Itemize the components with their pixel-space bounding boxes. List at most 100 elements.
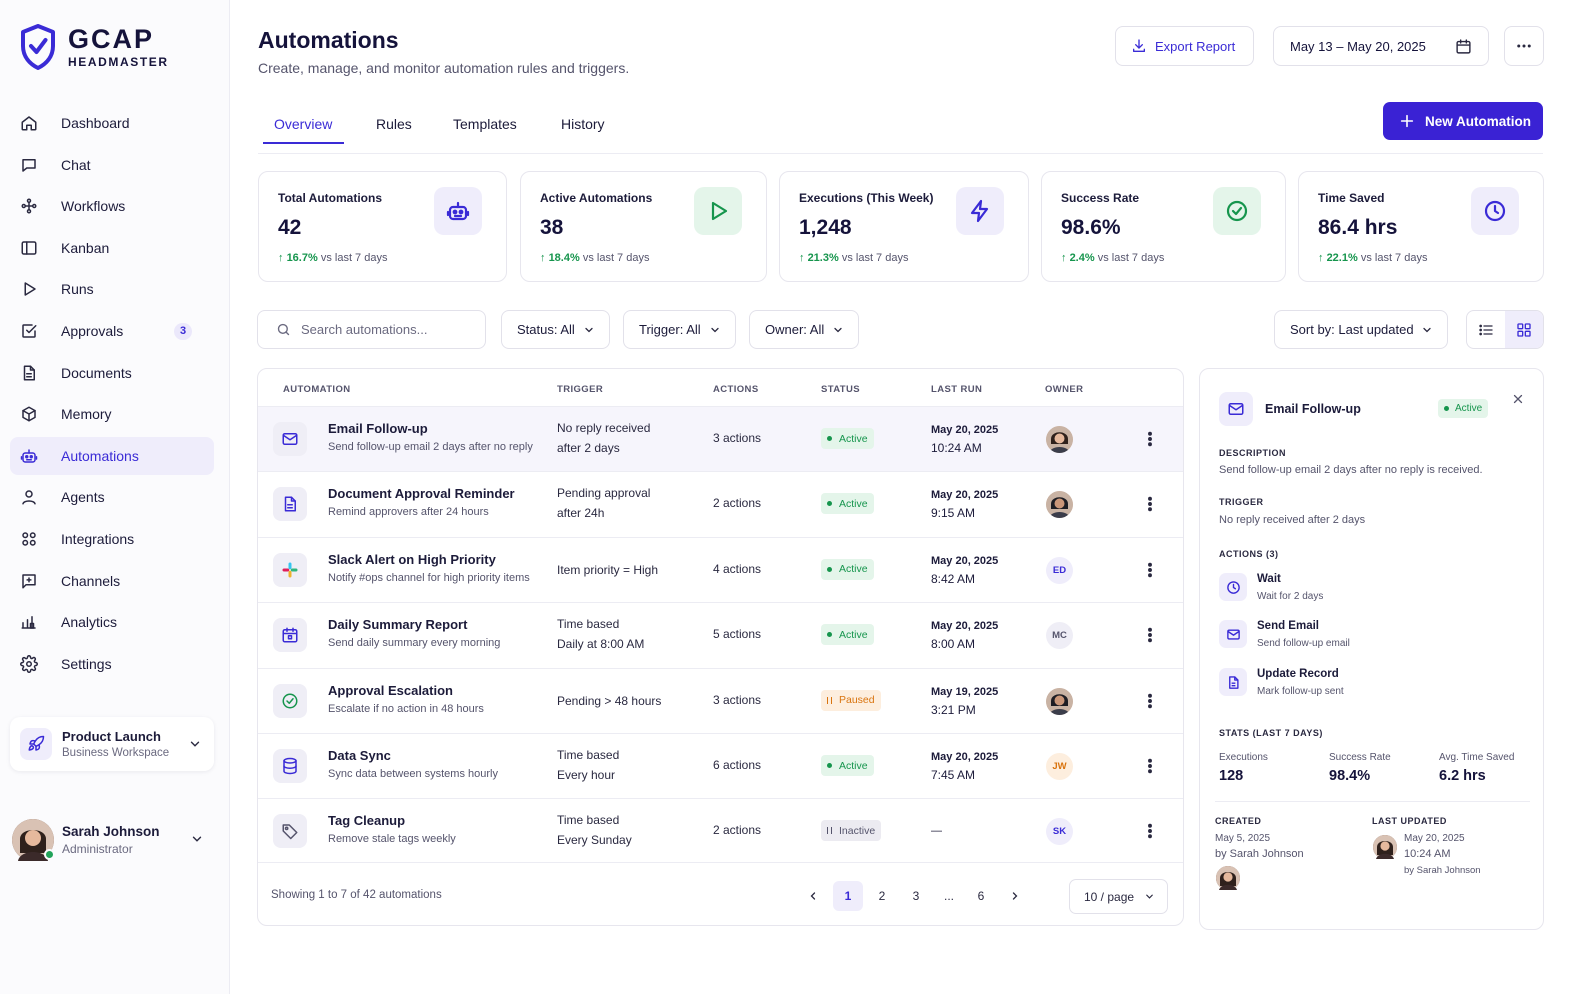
- page-6-button[interactable]: 6: [977, 889, 985, 903]
- table-row[interactable]: Slack Alert on High Priority Notify #ops …: [258, 536, 1183, 602]
- column-header-automation[interactable]: Automation: [283, 384, 351, 395]
- more-options-button[interactable]: [1504, 26, 1544, 66]
- more-vertical-icon[interactable]: [1141, 430, 1159, 448]
- list-view-button[interactable]: [1467, 311, 1505, 348]
- automation-name[interactable]: Data Sync: [328, 748, 391, 763]
- sidebar-item-agents[interactable]: Agents: [10, 478, 214, 516]
- last-run: May 20, 2025 8:00 AM: [931, 617, 998, 653]
- stat-delta-value: 16.7%: [286, 252, 318, 264]
- detail-automation-icon: [1219, 392, 1253, 426]
- status-badge: Inactive: [821, 820, 882, 842]
- sidebar-item-memory[interactable]: Memory: [10, 395, 214, 433]
- date-range-picker[interactable]: May 13 – May 20, 2025: [1273, 26, 1489, 66]
- tab-templates[interactable]: Templates: [453, 116, 517, 132]
- last-run-time: 9:15 AM: [931, 506, 976, 521]
- page-1-button[interactable]: 1: [833, 881, 863, 911]
- stat-title: Success Rate: [1061, 191, 1140, 205]
- next-page-button[interactable]: [1000, 881, 1030, 911]
- grid-view-button[interactable]: [1505, 311, 1543, 348]
- more-vertical-icon[interactable]: [1141, 495, 1159, 513]
- sidebar-item-automations[interactable]: Automations: [10, 436, 214, 475]
- sidebar-item-channels[interactable]: Channels: [10, 562, 214, 600]
- page-2-button[interactable]: 2: [878, 889, 886, 903]
- export-report-button[interactable]: Export Report: [1115, 26, 1254, 66]
- tag-icon: [281, 822, 299, 840]
- more-vertical-icon[interactable]: [1141, 757, 1159, 775]
- more-vertical-icon[interactable]: [1141, 692, 1159, 710]
- close-icon[interactable]: [1511, 392, 1525, 406]
- automation-name[interactable]: Tag Cleanup: [328, 813, 406, 829]
- action-name: Wait: [1257, 573, 1281, 585]
- stat-icon-tile: [434, 187, 482, 235]
- automation-name[interactable]: Slack Alert on High Priority: [328, 551, 496, 567]
- page-size-select[interactable]: 10 / page: [1069, 879, 1168, 914]
- new-automation-button[interactable]: New Automation: [1383, 102, 1543, 140]
- user-menu[interactable]: Sarah Johnson Administrator: [12, 818, 216, 862]
- tab-overview[interactable]: Overview: [274, 116, 333, 132]
- sidebar-item-approvals[interactable]: Approvals 3: [10, 312, 214, 350]
- stat-delta: ↑ 18.4% vs last 7 days: [540, 252, 650, 264]
- workspace-switcher[interactable]: Product Launch Business Workspace: [10, 717, 214, 771]
- table-row[interactable]: Email Follow-up Send follow-up email 2 da…: [258, 406, 1183, 472]
- table-row[interactable]: Data Sync Sync data between systems hourl…: [258, 733, 1183, 798]
- column-header-last-run[interactable]: Last Run: [931, 384, 983, 395]
- stat-delta: ↑ 16.7% vs last 7 days: [278, 252, 388, 264]
- table-row[interactable]: Approval Escalation Escalate if no action…: [258, 667, 1183, 733]
- action-name: Send Email: [1257, 620, 1319, 632]
- automation-name[interactable]: Approval Escalation: [328, 682, 453, 698]
- stat-card: Time Saved 86.4 hrs ↑ 22.1% vs last 7 days: [1298, 171, 1544, 282]
- sidebar-item-kanban[interactable]: Kanban: [10, 229, 214, 267]
- table-row[interactable]: Daily Summary Report Send daily summary e…: [258, 602, 1183, 667]
- search-input[interactable]: [301, 322, 471, 337]
- status-badge: Paused: [821, 689, 881, 711]
- brand[interactable]: GCAP HEADMASTER: [20, 24, 169, 70]
- column-header-owner[interactable]: Owner: [1045, 384, 1084, 395]
- last-run-date: —: [931, 825, 942, 838]
- sidebar-item-integrations[interactable]: Integrations: [10, 520, 214, 558]
- trigger-line: after 2 days: [557, 441, 620, 455]
- grid-circles-icon: [20, 530, 38, 548]
- stat-card: Active Automations 38 ↑ 18.4% vs last 7 da…: [520, 171, 767, 282]
- tab-rules[interactable]: Rules: [376, 116, 412, 132]
- status-filter[interactable]: Status: All: [501, 310, 610, 349]
- more-vertical-icon[interactable]: [1141, 561, 1159, 579]
- sidebar-item-dashboard[interactable]: Dashboard: [10, 104, 214, 142]
- chevron-left-icon: [807, 890, 819, 902]
- automation-name[interactable]: Daily Summary Report: [328, 617, 468, 633]
- table-row[interactable]: Tag Cleanup Remove stale tags weekly Time …: [258, 798, 1183, 863]
- sidebar-item-documents[interactable]: Documents: [10, 354, 214, 392]
- stat-value: 98.4%: [1329, 768, 1371, 784]
- trigger-line: after 24h: [557, 506, 605, 521]
- chevron-down-icon: [832, 324, 844, 336]
- column-header-trigger[interactable]: Trigger: [557, 384, 604, 395]
- sort-dropdown[interactable]: Sort by: Last updated: [1274, 310, 1448, 349]
- divider: [1215, 801, 1530, 802]
- sidebar-item-runs[interactable]: Runs: [10, 270, 214, 308]
- more-vertical-icon[interactable]: [1141, 822, 1159, 840]
- automation-icon: [273, 422, 307, 456]
- column-header-status[interactable]: Status: [821, 384, 860, 395]
- status-text: Active: [839, 628, 868, 641]
- stat-card: Executions (This Week) 1,248 ↑ 21.3% vs la…: [779, 171, 1029, 282]
- prev-page-button[interactable]: [798, 881, 828, 911]
- status-filter-value: Status: All: [517, 322, 575, 337]
- sidebar-item-workflows[interactable]: Workflows: [10, 187, 214, 225]
- tab-history[interactable]: History: [561, 116, 605, 132]
- stat-label: Success Rate: [1329, 752, 1391, 763]
- column-header-actions[interactable]: Actions: [713, 384, 759, 395]
- automation-name[interactable]: Document Approval Reminder: [328, 486, 515, 502]
- sidebar-item-label: Automations: [61, 447, 139, 464]
- sidebar-item-chat[interactable]: Chat: [10, 146, 214, 184]
- search-box[interactable]: [257, 310, 486, 349]
- table-row[interactable]: Document Approval Reminder Remind approve…: [258, 471, 1183, 536]
- plus-icon: [1399, 113, 1415, 129]
- sidebar-item-analytics[interactable]: Analytics: [10, 603, 214, 641]
- status-badge: Active: [821, 493, 874, 515]
- owner-filter[interactable]: Owner: All: [749, 310, 859, 349]
- page-3-button[interactable]: 3: [912, 889, 920, 903]
- trigger-filter[interactable]: Trigger: All: [623, 310, 736, 349]
- automation-name[interactable]: Email Follow-up: [328, 421, 428, 436]
- sidebar-item-settings[interactable]: Settings: [10, 645, 214, 683]
- more-vertical-icon[interactable]: [1141, 626, 1159, 644]
- actions-label: Actions (3): [1219, 549, 1279, 559]
